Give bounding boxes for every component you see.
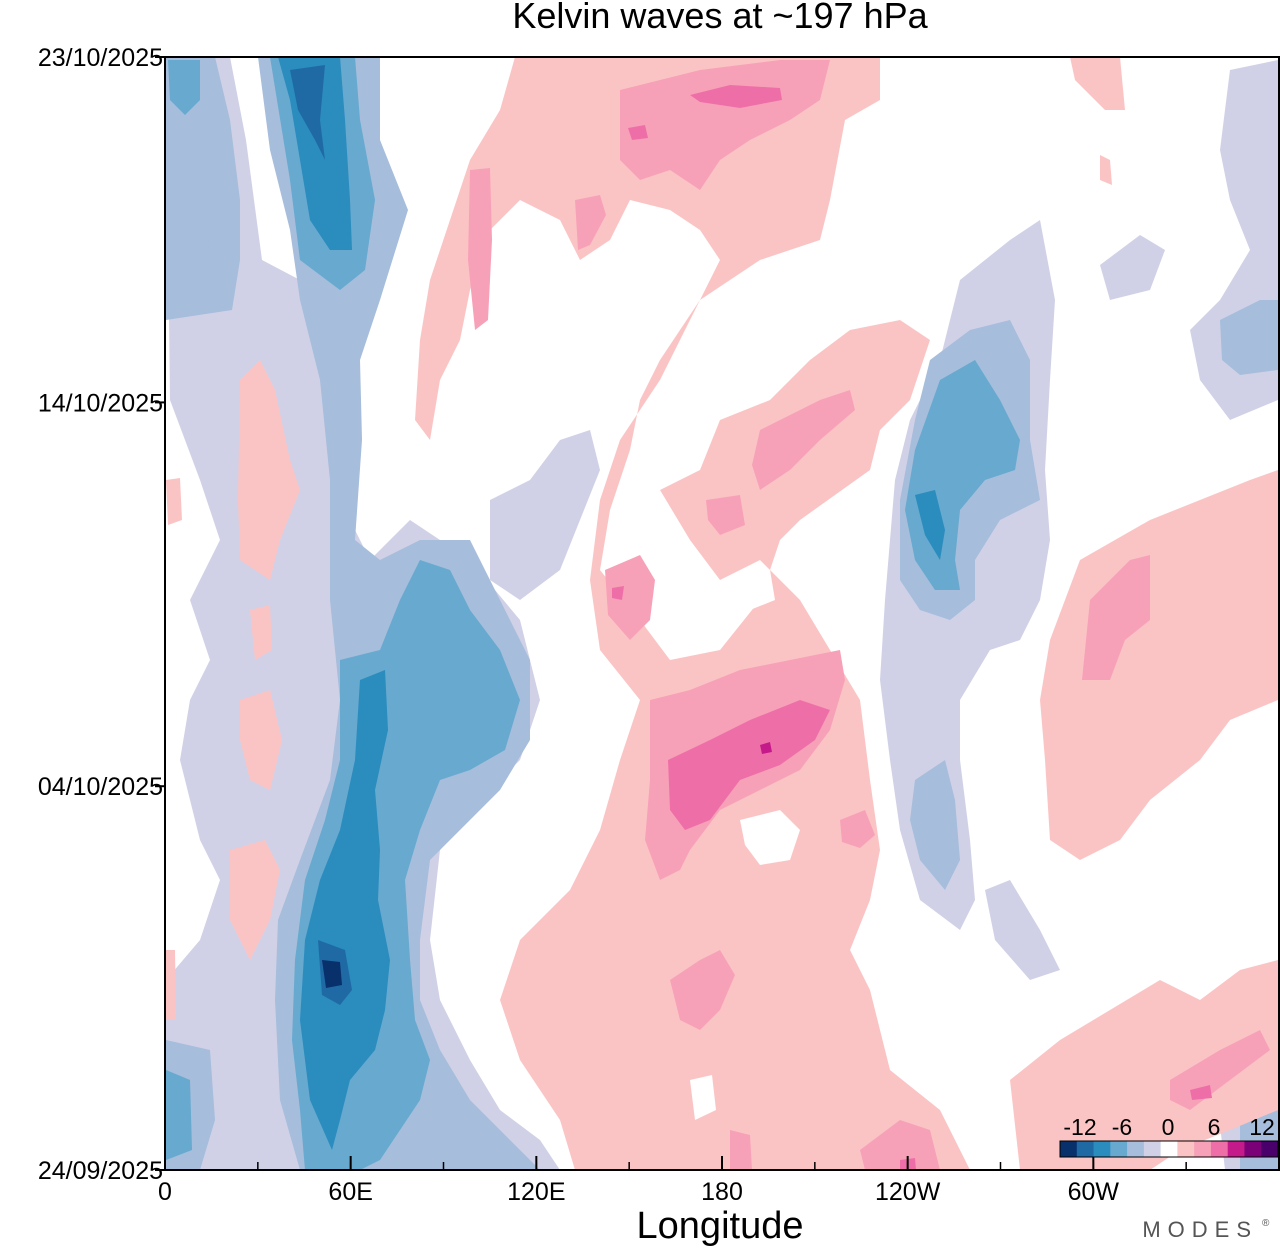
colorbar-swatch: [1110, 1141, 1128, 1157]
pos-contour-4f: [605, 555, 655, 640]
pos-contour-6e3: [1190, 1085, 1212, 1100]
zero-hole-2: [605, 250, 640, 300]
pos-contour-2: [415, 57, 970, 1170]
pos-contour-4k: [730, 1130, 752, 1170]
pos-contour-2w5: [166, 950, 176, 1020]
colorbar-tick-label: 12: [1249, 1114, 1275, 1140]
colorbar-swatch: [1160, 1141, 1178, 1157]
pos-contour-2e3: [1070, 57, 1125, 110]
pos-contour-6f: [612, 586, 624, 600]
pos-contour-4h: [840, 810, 875, 848]
x-axis-label: Longitude: [637, 1205, 804, 1247]
colorbar-frame: [1059, 1140, 1279, 1158]
colorbar-swatch: [1177, 1141, 1195, 1157]
neg-contour-4f: [1220, 300, 1278, 375]
pos-contour-4j: [860, 1120, 940, 1170]
pos-contour-6g: [668, 700, 830, 830]
colorbar-tick-label: -6: [1112, 1114, 1132, 1140]
neg-contour-2g: [985, 880, 1060, 980]
pos-contour-4i: [670, 950, 735, 1030]
x-tick-label: 60E: [328, 1178, 372, 1206]
pos-contour-2w4: [166, 478, 182, 525]
pos-contour-4b: [468, 168, 492, 330]
colorbar-swatch: [1076, 1141, 1095, 1157]
registered-mark-icon: ®: [1262, 1218, 1270, 1229]
neg-contour-8b: [300, 670, 390, 1150]
y-tick-label: 23/10/2025: [38, 44, 163, 72]
colorbar-swatch: [1261, 1141, 1279, 1157]
pos-contour-2w: [238, 360, 300, 580]
pos-contour-2w2: [230, 840, 280, 960]
pos-contour-4d: [752, 390, 855, 490]
zero-hole-3: [740, 570, 775, 610]
colorbar-tick-label: -12: [1063, 1114, 1096, 1140]
colorbar: -12 -6 0 6 12: [1059, 1114, 1279, 1158]
pos-contour-2w6: [250, 605, 272, 660]
pos-contour-2e: [1040, 470, 1278, 860]
y-tick-label: 14/10/2025: [38, 389, 163, 417]
contour-field: [166, 57, 1278, 1170]
neg-contour-2f: [1100, 235, 1165, 300]
pos-contour-4c: [575, 195, 606, 250]
colorbar-swatch: [1244, 1141, 1262, 1157]
pos-contour-8g: [760, 742, 772, 754]
y-tick-label: 24/09/2025: [38, 1157, 163, 1185]
neg-contour-12: [322, 960, 342, 988]
zero-hole-4: [690, 1075, 716, 1120]
neg-contour-2c: [490, 430, 600, 600]
colorbar-swatch: [1093, 1141, 1111, 1157]
colorbar-swatch: [1143, 1141, 1162, 1157]
pos-contour-6: [690, 85, 782, 108]
y-tick-label: 04/10/2025: [38, 773, 163, 801]
zero-hole-1: [740, 810, 800, 865]
colorbar-swatch: [1227, 1141, 1245, 1157]
x-tick-label: 180: [701, 1178, 743, 1206]
neg-contour-6j: [168, 60, 200, 115]
pos-contour-2w3: [240, 690, 282, 790]
colorbar-swatch: [1210, 1141, 1229, 1157]
neg-contour-4j: [166, 57, 210, 310]
neg-contour-8d: [915, 490, 945, 560]
x-axis-ticks: 0 60E 120E 180 120W 60W: [158, 1156, 1187, 1206]
y-axis-ticks: 23/10/2025 14/10/2025 04/10/2025 24/09/2025: [38, 44, 165, 1185]
pos-contour-2e4: [1100, 155, 1112, 185]
colorbar-swatch: [1194, 1141, 1212, 1157]
colorbar-tick-label: 0: [1162, 1114, 1175, 1140]
x-tick-label: 60W: [1068, 1178, 1120, 1206]
x-tick-label: 120W: [875, 1178, 941, 1206]
pos-contour-4e: [706, 495, 745, 535]
x-tick-label: 120E: [507, 1178, 565, 1206]
brand-logo: MODES: [1142, 1217, 1258, 1242]
neg-contour-4e: [910, 760, 960, 890]
chart-title: Kelvin waves at ~197 hPa: [512, 0, 928, 36]
colorbar-swatch: [1060, 1141, 1078, 1157]
neg-contour-10: [290, 65, 325, 160]
pos-contour-6b: [628, 125, 648, 140]
pos-contour-2e2: [1010, 960, 1278, 1170]
colorbar-tick-label: 6: [1208, 1114, 1221, 1140]
colorbar-swatch: [1127, 1141, 1145, 1157]
x-tick-label: 0: [158, 1178, 172, 1206]
neg-contour-6i: [166, 1070, 192, 1160]
neg-contour-8: [278, 57, 352, 250]
pos-contour-4e2: [1082, 555, 1150, 680]
